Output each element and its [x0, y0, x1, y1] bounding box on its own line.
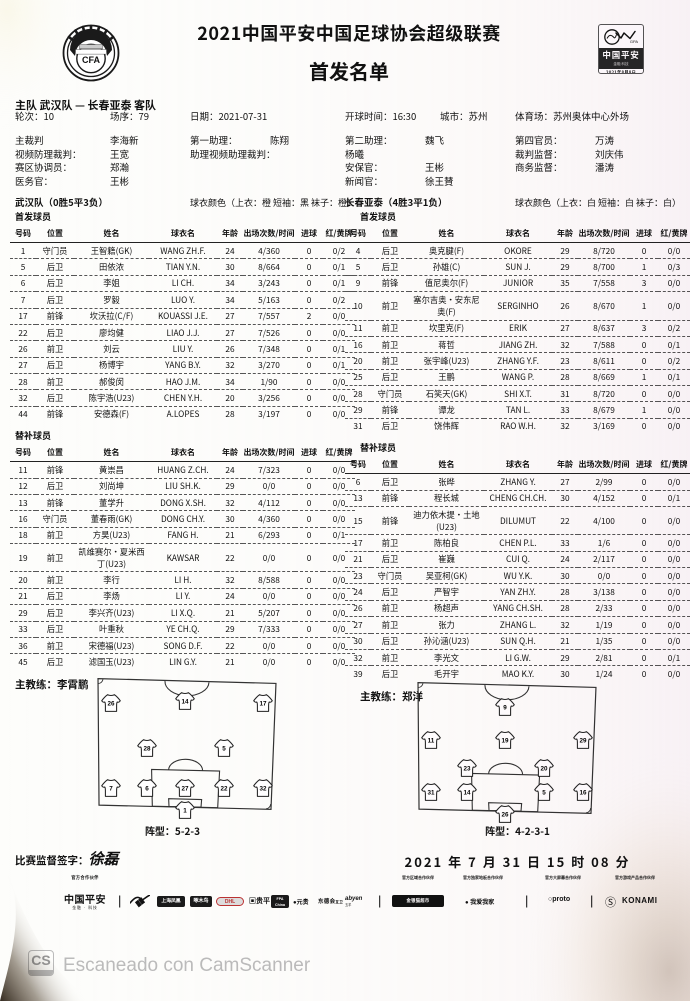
svg-text:7: 7: [109, 786, 113, 793]
svg-text:22: 22: [220, 786, 228, 793]
svg-text:19: 19: [501, 738, 509, 745]
svg-text:6: 6: [145, 786, 149, 793]
svg-text:17: 17: [259, 701, 267, 708]
svg-text:9: 9: [503, 705, 507, 712]
svg-text:GPA: GPA: [630, 39, 638, 44]
svg-text:23: 23: [463, 766, 471, 773]
svg-text:14: 14: [463, 790, 471, 797]
svg-text:5: 5: [542, 790, 546, 797]
svg-text:14: 14: [181, 699, 189, 706]
svg-text:5: 5: [222, 746, 226, 753]
svg-text:26: 26: [107, 701, 115, 708]
svg-text:29: 29: [579, 738, 587, 745]
svg-text:31: 31: [427, 790, 435, 797]
svg-text:27: 27: [181, 786, 189, 793]
svg-text:1: 1: [183, 808, 187, 815]
svg-text:CFA: CFA: [82, 55, 101, 65]
svg-text:11: 11: [428, 738, 435, 745]
svg-text:28: 28: [143, 746, 151, 753]
svg-text:26: 26: [501, 812, 509, 819]
svg-text:32: 32: [259, 786, 267, 793]
svg-text:16: 16: [579, 790, 587, 797]
svg-text:20: 20: [540, 766, 548, 773]
